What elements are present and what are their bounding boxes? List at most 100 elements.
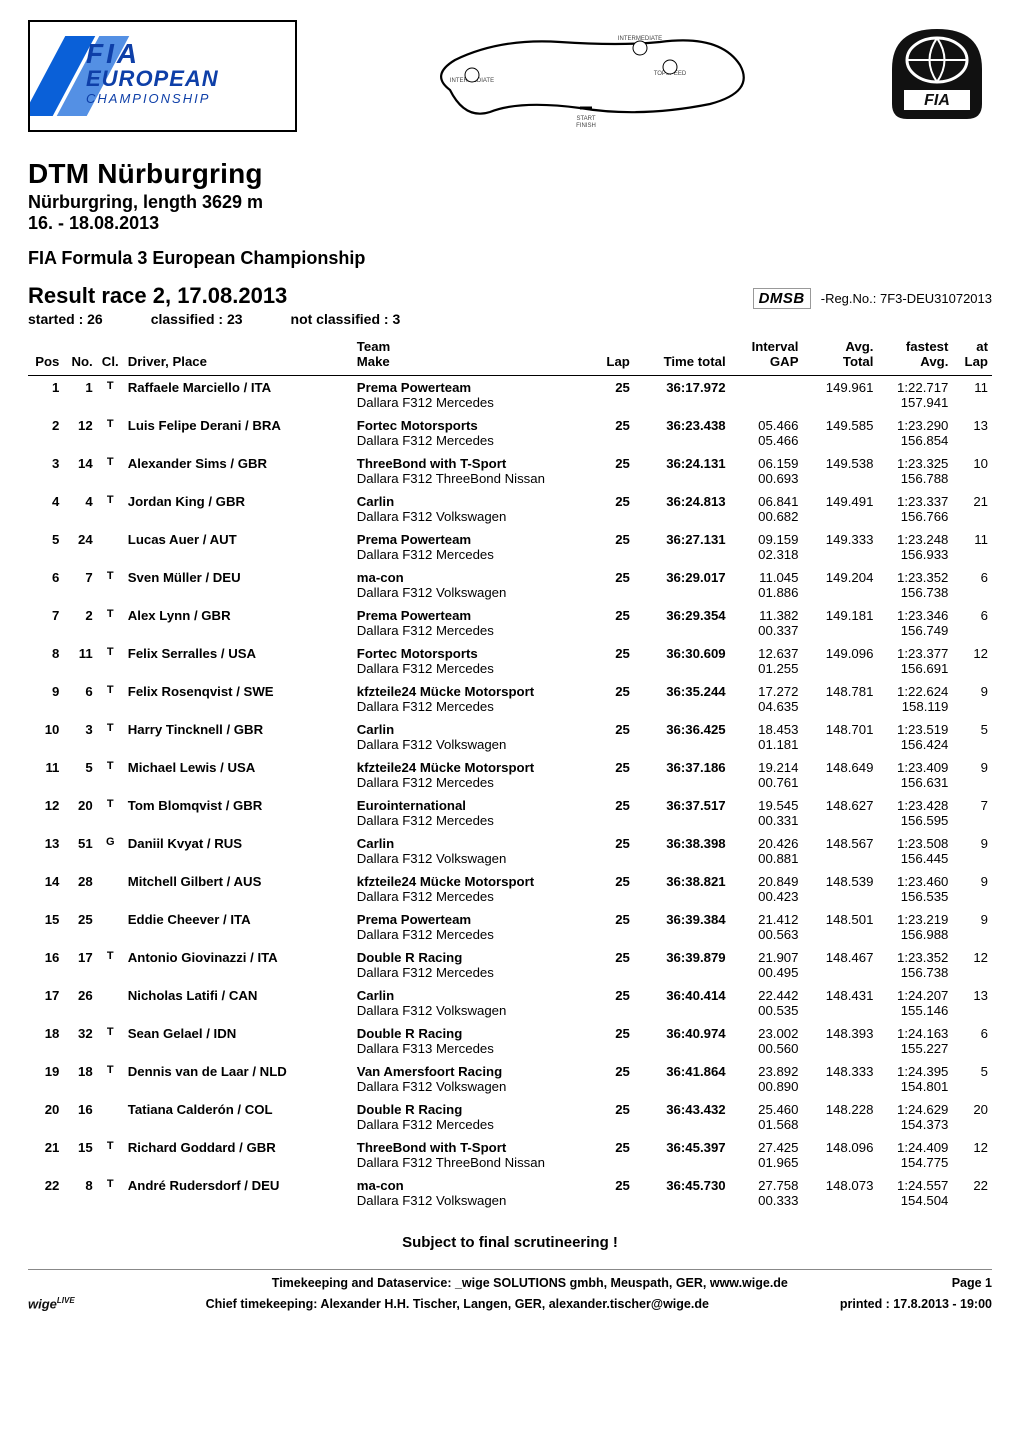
- cell-cl: [97, 984, 124, 1003]
- table-row-sub: Dallara F312 ThreeBond Nissan01.965154.7…: [28, 1155, 992, 1174]
- cell-fastest: 1:23.219: [877, 908, 952, 927]
- cell-driver: Felix Rosenqvist / SWE: [124, 680, 353, 699]
- cell-lap: 25: [592, 376, 634, 396]
- cell-make: Dallara F313 Mercedes: [353, 1041, 592, 1060]
- cell-interval: 11.045: [730, 566, 803, 585]
- cell-pos: 21: [28, 1136, 63, 1155]
- th-fast-l1: fastest: [906, 339, 949, 354]
- cell-time-total: 36:38.398: [634, 832, 730, 851]
- cell-no: 12: [63, 414, 96, 433]
- cell-team: Fortec Motorsports: [353, 414, 592, 433]
- cell-avg: 149.538: [802, 452, 877, 471]
- cell-pos: 6: [28, 566, 63, 585]
- table-row-sub: Dallara F312 Volkswagen00.333154.504: [28, 1193, 992, 1212]
- cell-no: 7: [63, 566, 96, 585]
- cell-fastest-avg: 156.766: [877, 509, 952, 528]
- footer-page: Page 1: [952, 1276, 992, 1290]
- cell-lap: 25: [592, 566, 634, 585]
- table-row-sub: Dallara F312 Mercedes01.255156.691: [28, 661, 992, 680]
- cell-no: 6: [63, 680, 96, 699]
- cell-fastest-avg: 156.749: [877, 623, 952, 642]
- th-avg: Avg. Total: [802, 335, 877, 376]
- table-row-sub: Dallara F312 Volkswagen 01.886 156.738: [28, 585, 992, 604]
- table-row-sub: Dallara F312 Volkswagen00.682156.766: [28, 509, 992, 528]
- cell-cl: T: [97, 566, 124, 585]
- cell-team: Prema Powerteam: [353, 528, 592, 547]
- th-tt-l1: Time total: [664, 354, 726, 369]
- cell-team: ThreeBond with T-Sport: [353, 452, 592, 471]
- cell-cl: T: [97, 604, 124, 623]
- cell-no: 14: [63, 452, 96, 471]
- cell-lap: 25: [592, 528, 634, 547]
- cell-driver: Jordan King / GBR: [124, 490, 353, 509]
- table-row-sub: Dallara F312 ThreeBond Nissan00.693156.7…: [28, 471, 992, 490]
- cell-make: Dallara F312 Mercedes: [353, 927, 592, 946]
- cell-lap: 25: [592, 756, 634, 775]
- cell-no: 4: [63, 490, 96, 509]
- cell-pos: 20: [28, 1098, 63, 1117]
- cell-make: Dallara F312 Mercedes: [353, 433, 592, 452]
- cell-lap: 25: [592, 1136, 634, 1155]
- cell-fastest-avg: 156.738: [877, 585, 952, 604]
- cell-no: 32: [63, 1022, 96, 1041]
- cell-fastest-avg: 156.988: [877, 927, 952, 946]
- cell-lap: 25: [592, 984, 634, 1003]
- cell-lap: 25: [592, 452, 634, 471]
- cell-interval: 21.907: [730, 946, 803, 965]
- fia-globe-logo: FIA: [872, 20, 992, 128]
- cell-driver: Tatiana Calderón / COL: [124, 1098, 353, 1117]
- cell-at: 5: [952, 718, 992, 737]
- cell-make: Dallara F312 Mercedes: [353, 547, 592, 566]
- cell-lap: 25: [592, 718, 634, 737]
- cell-gap: 00.535: [730, 1003, 803, 1022]
- cell-time-total: 36:29.354: [634, 604, 730, 623]
- th-no: No.: [63, 335, 96, 376]
- cell-pos: 18: [28, 1022, 63, 1041]
- table-row: 72TAlex Lynn / GBRPrema Powerteam2536:29…: [28, 604, 992, 623]
- cell-fastest-avg: 156.933: [877, 547, 952, 566]
- cell-fastest: 1:24.409: [877, 1136, 952, 1155]
- cell-pos: 19: [28, 1060, 63, 1079]
- cell-driver: Tom Blomqvist / GBR: [124, 794, 353, 813]
- th-cl: Cl.: [97, 335, 124, 376]
- cell-time-total: 36:30.609: [634, 642, 730, 661]
- table-row-sub: Dallara F312 Volkswagen00.535155.146: [28, 1003, 992, 1022]
- cell-interval: 21.412: [730, 908, 803, 927]
- cell-interval: 19.545: [730, 794, 803, 813]
- table-row: 1832TSean Gelael / IDNDouble R Racing253…: [28, 1022, 992, 1041]
- cell-cl: T: [97, 756, 124, 775]
- cell-avg: 148.073: [802, 1174, 877, 1193]
- cell-time-total: 36:39.879: [634, 946, 730, 965]
- cell-at: 9: [952, 870, 992, 889]
- cell-cl: T: [97, 680, 124, 699]
- cell-fastest: 1:23.248: [877, 528, 952, 547]
- cell-pos: 16: [28, 946, 63, 965]
- cell-make: Dallara F312 Volkswagen: [353, 585, 592, 604]
- cell-driver: Mitchell Gilbert / AUS: [124, 870, 353, 889]
- cell-fastest: 1:23.290: [877, 414, 952, 433]
- cell-gap: 01.886: [730, 585, 803, 604]
- cell-pos: 17: [28, 984, 63, 1003]
- cell-cl: T: [97, 1174, 124, 1193]
- cell-team: Carlin: [353, 490, 592, 509]
- cell-cl: T: [97, 1136, 124, 1155]
- cell-lap: 25: [592, 1174, 634, 1193]
- cell-fastest: 1:23.508: [877, 832, 952, 851]
- table-row-sub: Dallara F312 Mercedes157.941: [28, 395, 992, 414]
- cell-fastest: 1:24.207: [877, 984, 952, 1003]
- cell-fastest-avg: 156.445: [877, 851, 952, 870]
- cell-make: Dallara F312 Volkswagen: [353, 737, 592, 756]
- cell-pos: 15: [28, 908, 63, 927]
- cell-fastest-avg: 155.227: [877, 1041, 952, 1060]
- cell-gap: 00.693: [730, 471, 803, 490]
- cell-pos: 8: [28, 642, 63, 661]
- cell-fastest-avg: 156.631: [877, 775, 952, 794]
- cell-team: Carlin: [353, 984, 592, 1003]
- table-row-sub: Dallara F312 Mercedes00.331156.595: [28, 813, 992, 832]
- cell-avg: 149.491: [802, 490, 877, 509]
- table-row-sub: Dallara F312 Mercedes00.337156.749: [28, 623, 992, 642]
- table-row-sub: Dallara F312 Volkswagen00.881156.445: [28, 851, 992, 870]
- svg-text:START: START: [576, 116, 595, 122]
- cell-pos: 13: [28, 832, 63, 851]
- cell-pos: 3: [28, 452, 63, 471]
